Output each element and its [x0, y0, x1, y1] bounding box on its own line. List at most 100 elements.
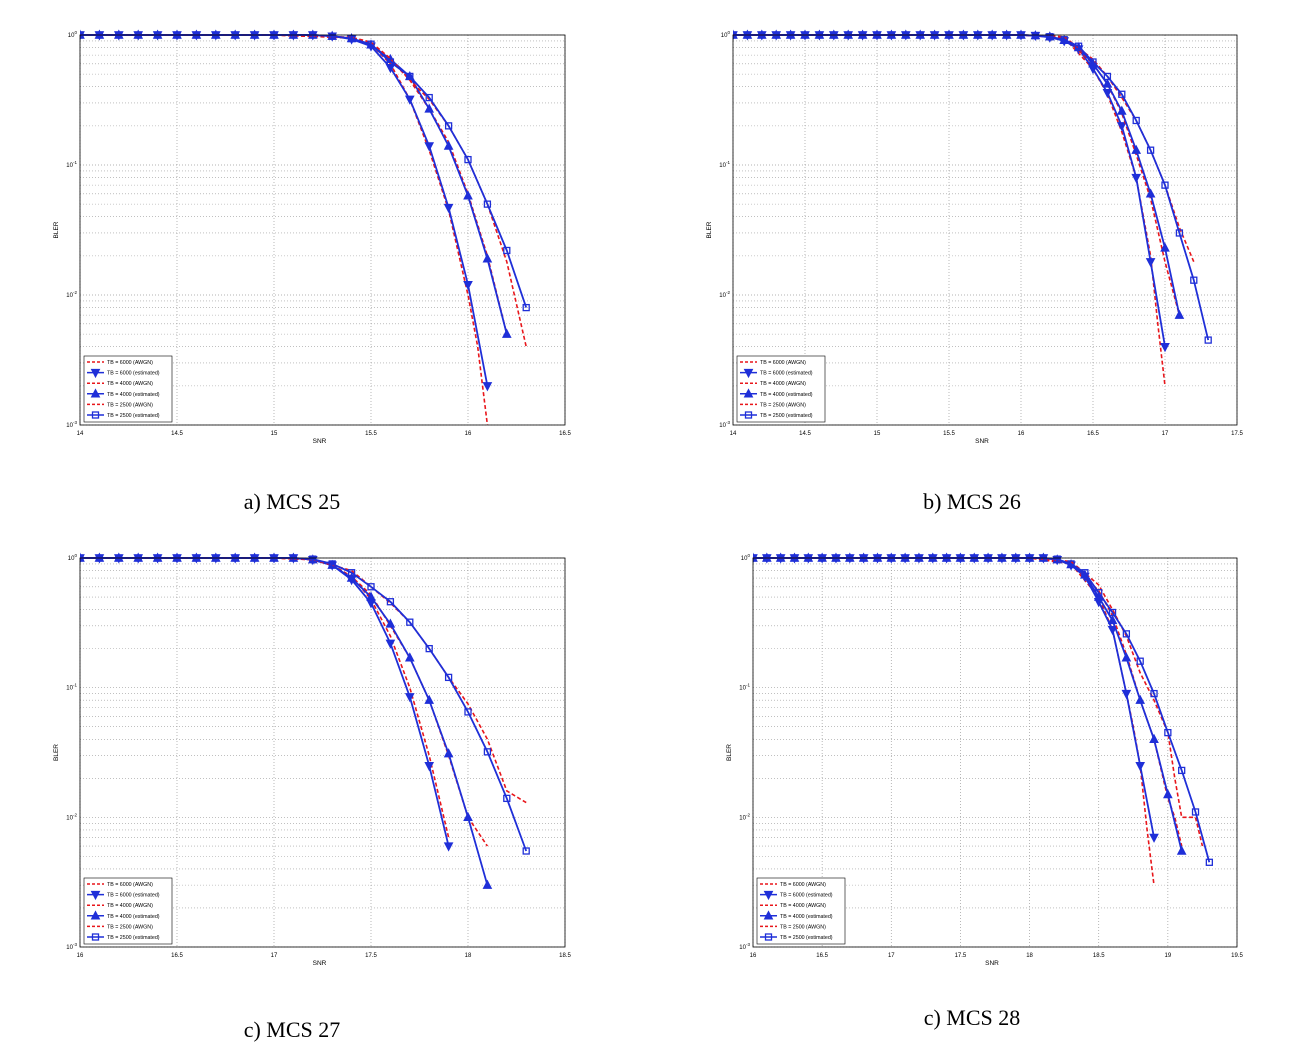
- x-tick-label: 18.5: [1093, 953, 1105, 959]
- data-point: [1160, 242, 1170, 252]
- data-point: [522, 303, 530, 312]
- y-tick-label: 10-1: [66, 160, 77, 169]
- y-tick-label: 10-2: [66, 812, 77, 821]
- series-1: [80, 557, 450, 838]
- data-point: [503, 794, 511, 803]
- legend-marker: [743, 368, 754, 379]
- x-tick-label: 18: [1026, 953, 1033, 959]
- axes-box: [79, 557, 566, 948]
- data-point: [443, 748, 454, 758]
- axes-box: [732, 34, 1238, 426]
- data-point: [385, 618, 396, 628]
- data-point: [1160, 343, 1170, 353]
- data-point: [1204, 336, 1212, 344]
- legend-marker: [90, 910, 101, 920]
- legend-label: TB = 6000 (AWGN): [780, 882, 826, 888]
- x-axis-label: SNR: [975, 438, 989, 445]
- y-tick-label: 10-2: [719, 290, 730, 299]
- data-point: [1107, 614, 1118, 625]
- legend-marker: [764, 933, 773, 941]
- legend-label: TB = 4000 (estimated): [107, 392, 160, 398]
- legend-box: [83, 877, 173, 945]
- legend-label: TB = 4000 (AWGN): [760, 381, 806, 387]
- legend-box: [756, 877, 846, 945]
- x-tick-label: 14: [730, 431, 737, 437]
- x-tick-label: 15: [271, 431, 278, 437]
- data-point: [1176, 845, 1187, 855]
- data-point: [464, 155, 472, 164]
- chart-panel-4: 10-3 10-2 10-1 100 16 16.5 17 17.5 18 18.5 19 19.5 S…: [726, 552, 1243, 967]
- y-tick-label: 100: [721, 30, 731, 39]
- data-point: [1163, 789, 1173, 799]
- x-tick-label: 16: [77, 953, 84, 959]
- legend-marker: [763, 910, 774, 920]
- data-point: [347, 34, 356, 43]
- legend-label: TB = 2500 (estimated): [107, 935, 160, 941]
- legend-label: TB = 2500 (AWGN): [760, 402, 806, 408]
- caption-mcs28: c) MCS 28: [923, 1005, 1021, 1030]
- y-tick-label: 10-3: [719, 420, 730, 429]
- x-axis-label: SNR: [313, 438, 327, 445]
- legend-label: TB = 2500 (estimated): [780, 935, 833, 941]
- data-point: [424, 694, 435, 704]
- legend-label: TB = 2500 (estimated): [760, 413, 813, 419]
- data-point: [1116, 105, 1127, 115]
- data-point: [1095, 589, 1103, 597]
- x-tick-label: 16.5: [559, 431, 571, 437]
- caption-mcs25: a) MCS 25: [243, 489, 341, 514]
- x-tick-label: 15.5: [943, 431, 955, 437]
- x-tick-label: 16: [1018, 431, 1025, 437]
- data-point: [1121, 652, 1132, 662]
- legend-label: TB = 4000 (estimated): [760, 392, 813, 398]
- legend-marker: [744, 411, 753, 419]
- x-axis-label: SNR: [313, 960, 327, 967]
- data-point: [443, 203, 454, 214]
- data-point: [483, 200, 492, 208]
- x-tick-label: 17.5: [365, 953, 377, 959]
- data-point: [1102, 88, 1113, 99]
- data-point: [347, 569, 356, 577]
- data-point: [522, 847, 530, 855]
- legend-label: TB = 4000 (AWGN): [107, 903, 153, 909]
- legend-label: TB = 6000 (AWGN): [760, 360, 806, 366]
- y-tick-label: 10-3: [66, 420, 77, 429]
- legend-box: [83, 355, 173, 423]
- series-line: [733, 34, 1166, 386]
- y-tick-label: 10-2: [66, 290, 77, 299]
- data-point: [1074, 42, 1083, 50]
- y-axis-label: BLER: [726, 744, 733, 761]
- data-point: [1174, 309, 1185, 319]
- series-1: [733, 34, 1166, 386]
- data-point: [1136, 657, 1144, 665]
- data-point: [328, 32, 336, 40]
- data-point: [444, 673, 453, 682]
- x-tick-label: 19: [1165, 953, 1172, 959]
- data-point: [309, 555, 317, 563]
- x-tick-label: 16.5: [1087, 431, 1099, 437]
- data-point: [406, 618, 414, 626]
- x-tick-label: 16.5: [816, 953, 828, 959]
- data-point: [443, 140, 454, 150]
- legend-label: TB = 4000 (estimated): [107, 914, 160, 920]
- data-point: [1081, 569, 1089, 577]
- data-point: [1190, 276, 1198, 284]
- data-point: [463, 281, 473, 291]
- data-point: [1164, 728, 1172, 737]
- data-point: [386, 58, 395, 66]
- legend: TB = 6000 (AWGN) TB = 6000 (estimated) TB …: [736, 355, 826, 423]
- legend-label: TB = 6000 (AWGN): [107, 882, 153, 888]
- series-line: [753, 557, 1204, 847]
- data-point: [463, 190, 473, 200]
- x-tick-label: 15.5: [365, 431, 377, 437]
- y-tick-label: 10-2: [739, 812, 750, 821]
- data-point: [1149, 833, 1159, 843]
- data-point: [443, 842, 454, 852]
- y-tick-label: 10-1: [739, 683, 750, 692]
- x-tick-label: 17: [271, 953, 278, 959]
- data-point: [367, 40, 375, 48]
- data-point: [1060, 36, 1068, 44]
- data-point: [503, 246, 511, 255]
- data-point: [366, 591, 376, 601]
- legend-label: TB = 2500 (AWGN): [107, 924, 153, 930]
